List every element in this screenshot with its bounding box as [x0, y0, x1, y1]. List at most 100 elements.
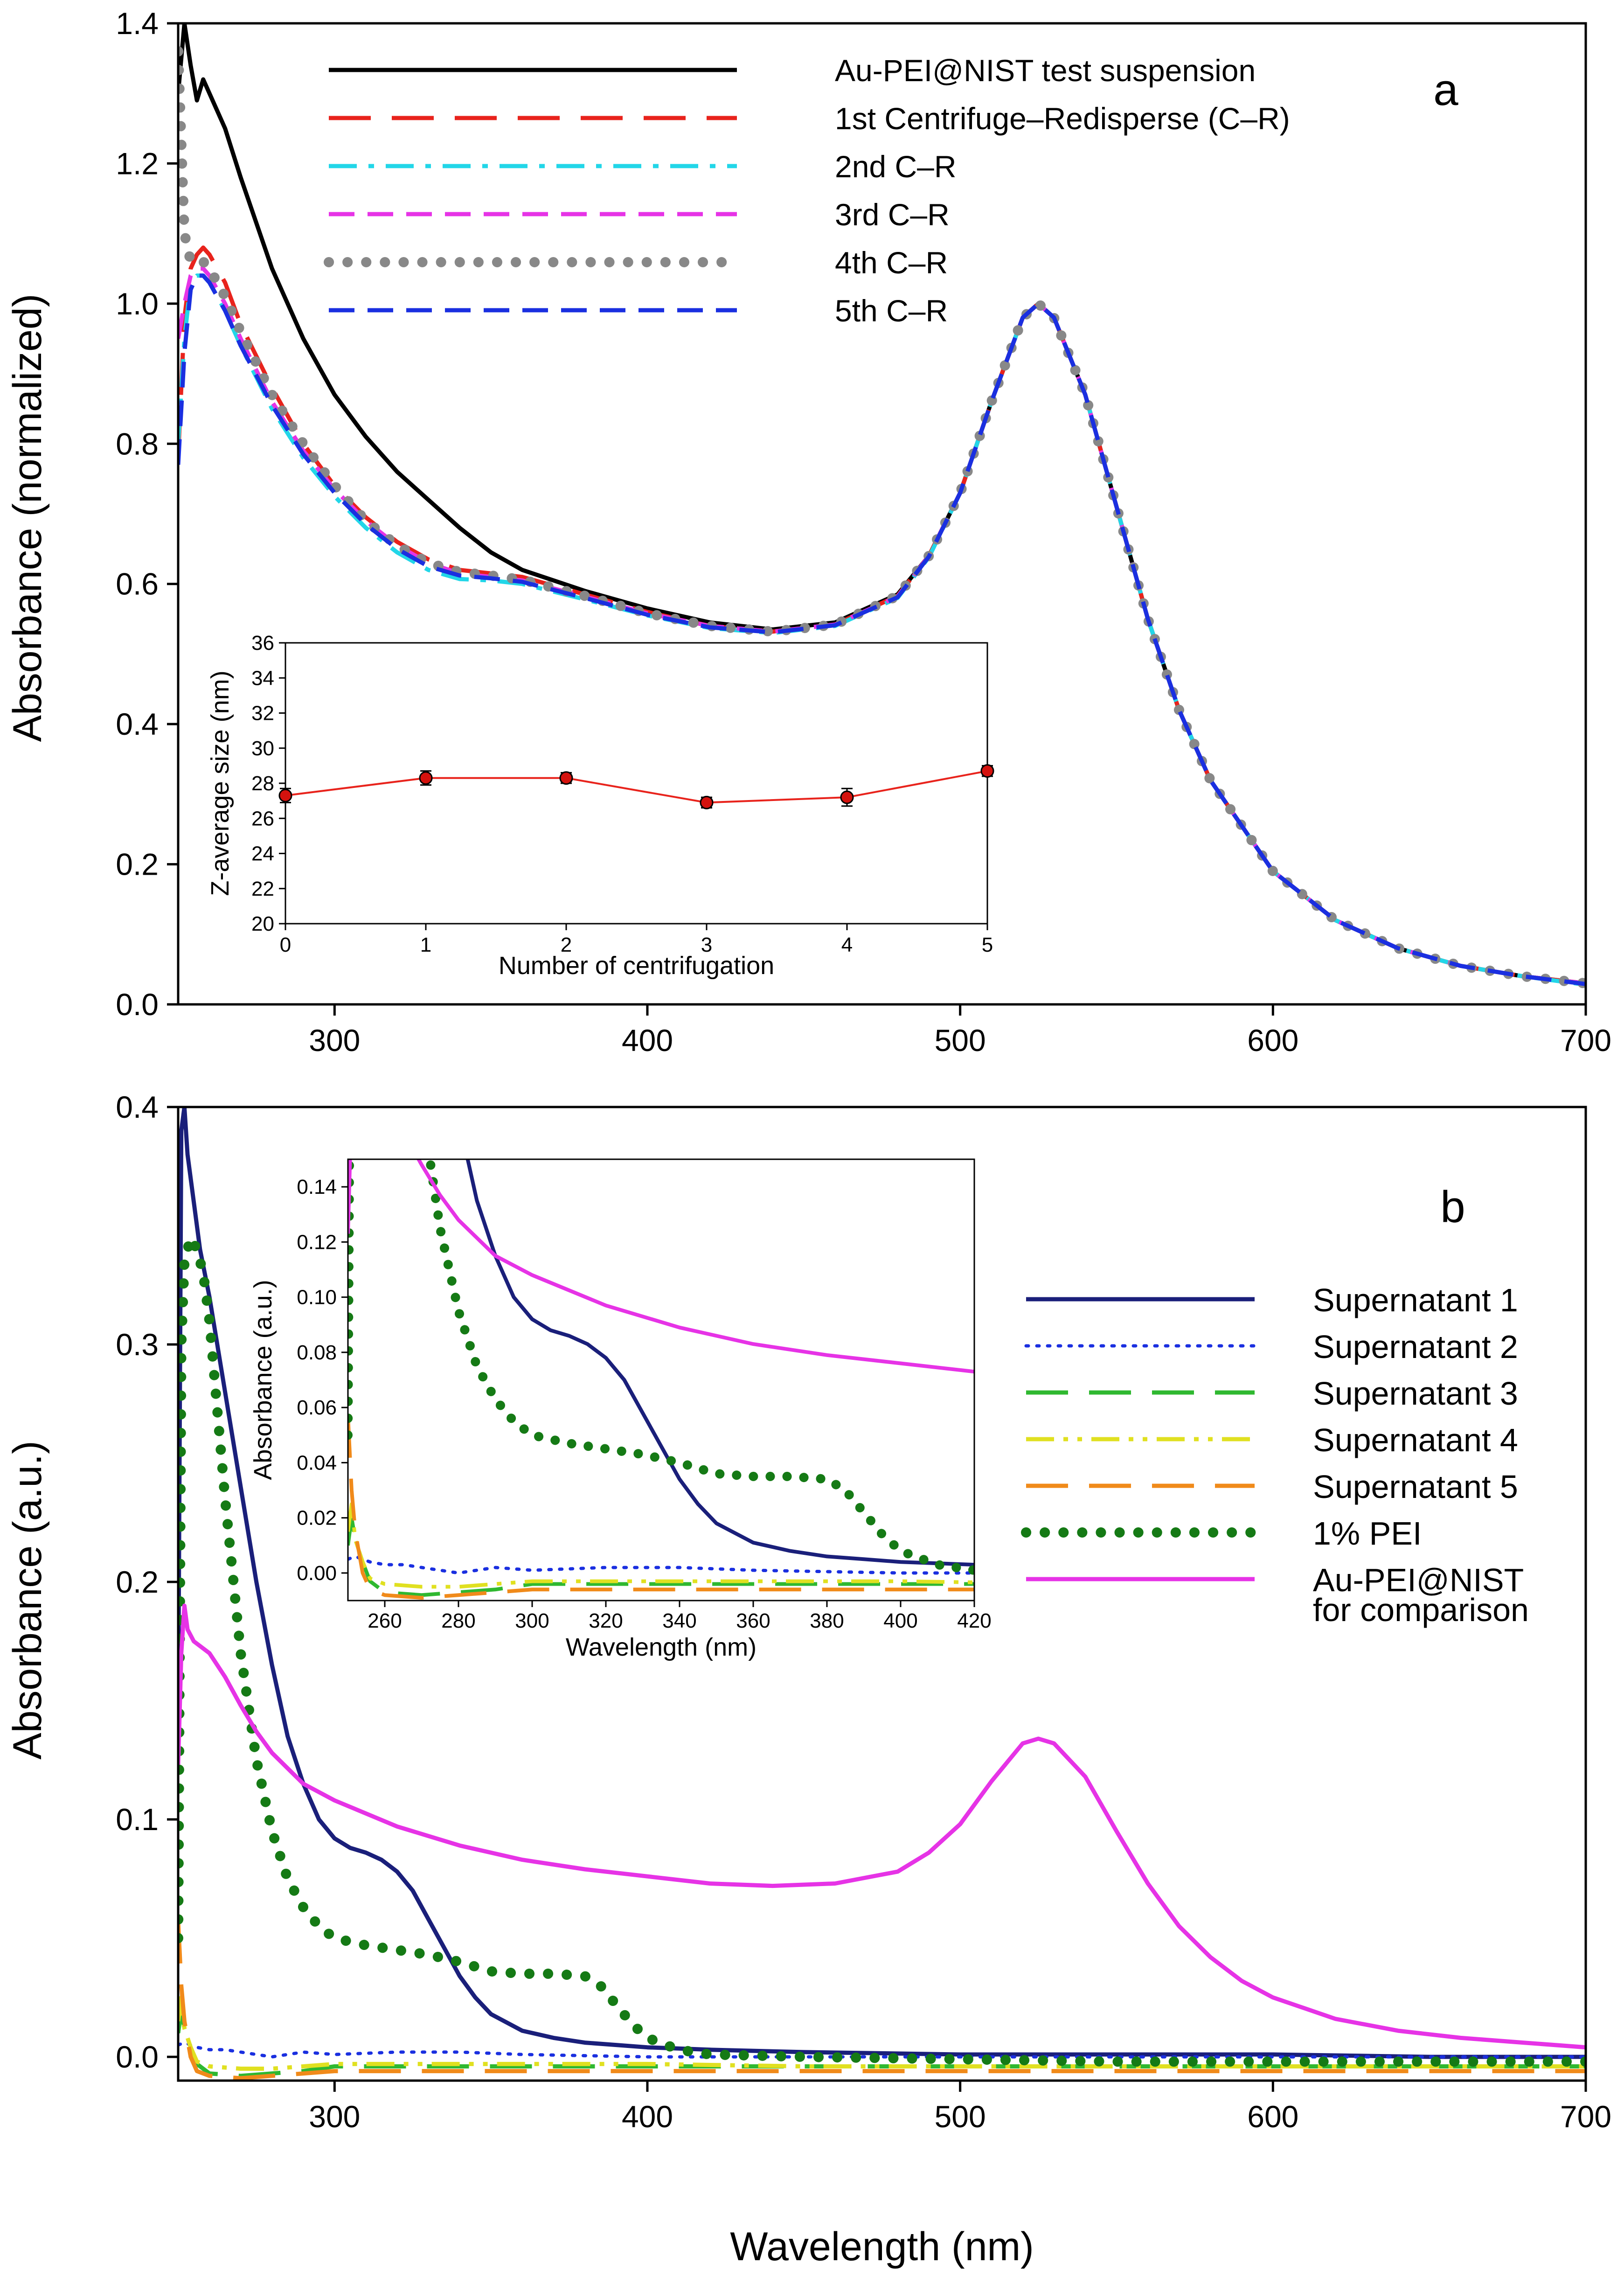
panel-b-inset-series-supernatant-1 [348, 1159, 974, 1567]
panel-b-inset-y-tick-label: 0.08 [297, 1341, 337, 1364]
panel-a-y-tick-label: 0.0 [116, 987, 159, 1022]
panel-a-legend-label: 3rd C–R [835, 197, 950, 232]
panel-a-inset-x-tick-label: 4 [841, 933, 853, 956]
panel-b-frame [177, 1106, 1587, 2082]
panel-b-y-axis-label: Absorbance (a.u.) [5, 1441, 50, 1760]
panel-b-series-group [178, 1107, 1586, 2081]
panel-a-legend: Au-PEI@NIST test suspension 1st Centrifug… [324, 53, 1290, 328]
panel-a-legend-label: 1st Centrifuge–Redisperse (C–R) [835, 101, 1290, 136]
panel-a-inset-y-tick-label: 36 [251, 632, 274, 655]
panel-a-y-tick-label: 1.2 [116, 146, 159, 181]
panel-b-inset-y-tick-label: 0.04 [297, 1451, 337, 1474]
panel-a-inset-x-axis-label: Number of centrifugation [499, 952, 774, 980]
panel-b-inset-x-tick-label: 260 [368, 1609, 402, 1632]
panel-a-inset-x-tick-label: 2 [561, 933, 572, 956]
panel-b-legend-label: Supernatant 3 [1313, 1375, 1518, 1412]
panel-a-x-tick-label: 700 [1560, 1023, 1611, 1058]
panel-a-letter: a [1433, 65, 1458, 115]
panel-a-legend-label: 2nd C–R [835, 149, 957, 184]
panel-b-inset-series-group [348, 1159, 974, 1600]
panel-b-letter: b [1440, 1182, 1465, 1232]
panel-a-y-tick-label: 1.0 [116, 286, 159, 321]
panel-b-inset-background [348, 1159, 974, 1601]
panel-b-inset-x-axis-label: Wavelength (nm) [566, 1633, 756, 1661]
panel-b-y-tick-label: 0.0 [116, 2040, 159, 2074]
panel-a-inset-y-tick-label: 30 [251, 737, 274, 760]
panel-a-frame [177, 22, 1587, 1006]
panel-b-legend: Supernatant 1 Supernatant 2 Supernatant 3 S… [1021, 1282, 1529, 1628]
panel-a-y-tick-label: 0.2 [116, 847, 159, 882]
panel-a-inset-point [559, 771, 573, 785]
panel-a-legend-label: 5th C–R [835, 293, 948, 328]
panel-b-y-tick-label: 0.1 [116, 1802, 159, 1837]
panel-b-inset-series-supernatant-2 [348, 1554, 974, 1575]
panel-b-inset-x-tick-label: 360 [736, 1609, 770, 1632]
panel-b-inset-frame [347, 1158, 975, 1602]
panel-b-inset-series-1-pei [348, 1159, 974, 1575]
panel-a-inset-point [419, 771, 433, 785]
panel-b-inset-y-tick-label: 0.14 [297, 1176, 337, 1198]
panel-a-inset-y-tick-label: 24 [251, 843, 274, 865]
panel-a-inset-point [840, 790, 854, 804]
panel-b-legend-label-continued: for comparison [1313, 1592, 1529, 1628]
panel-b-legend-label: Supernatant 2 [1313, 1329, 1518, 1365]
shared-x-axis-label: Wavelength (nm) [730, 2224, 1034, 2269]
panel-b-inset: 260 280 300 320 340 360 380 400 420 0.00 0.02 0.04 0… [249, 1158, 992, 1661]
panel-b-series-supernatant-5 [178, 1921, 1586, 2081]
panel-b-inset-x-tick-label: 380 [810, 1609, 844, 1632]
panel-a-inset-x-tick-label: 5 [982, 933, 993, 956]
panel-a-inset-point [980, 764, 994, 778]
panel-b-y-tick-label: 0.4 [116, 1090, 159, 1124]
panel-a-inset-x-tick-label: 0 [280, 933, 291, 956]
panel-b-x-tick-label: 600 [1247, 2099, 1298, 2134]
panel-b-inset-y-tick-label: 0.12 [297, 1231, 337, 1253]
panel-a-y-tick-label: 0.4 [116, 707, 159, 741]
panel-b-legend-label: Supernatant 1 [1313, 1282, 1518, 1318]
panel-a-series-group [178, 23, 1586, 989]
panel-b-inset-y-tick-label: 0.06 [297, 1396, 337, 1419]
panel-a-inset-point [278, 788, 292, 802]
panel-a-legend-label: Au-PEI@NIST test suspension [835, 53, 1256, 88]
panel-a-x-tick-label: 600 [1247, 1023, 1298, 1058]
panel-b-inset-x-tick-label: 400 [883, 1609, 917, 1632]
panel-b-legend-label: Au-PEI@NIST [1313, 1562, 1524, 1598]
panel-b-y-tick-label: 0.2 [116, 1565, 159, 1599]
panel-b-inset-y-tick-label: 0.00 [297, 1562, 337, 1585]
panel-b-x-tick-label: 400 [622, 2099, 673, 2134]
panel-b-inset-series-supernatant-5 [348, 1415, 974, 1600]
panel-b-series-au-pei-nist-for-comparison [178, 1603, 1586, 2050]
panel-b-inset-x-tick-label: 340 [662, 1609, 696, 1632]
panel-a-x-tick-label: 400 [622, 1023, 673, 1058]
panel-b-x-tick-label: 700 [1560, 2099, 1611, 2134]
panel-a-inset-y-axis-label: Z-average size (nm) [206, 670, 234, 896]
panel-b-series-1-pei [178, 1233, 1586, 2067]
panel-a-series-5th-c-r [178, 273, 1586, 986]
panel-a-inset-y-tick-label: 32 [251, 702, 274, 725]
panel-a-inset-y-tick-label: 28 [251, 772, 274, 795]
panel-a-x-tick-label: 300 [309, 1023, 360, 1058]
panel-a-series-4th-c-r [178, 46, 1586, 989]
panel-a-legend-label: 4th C–R [835, 245, 948, 280]
panel-a-inset-x-tick-label: 1 [420, 933, 431, 956]
panel-a-inset-x-tick-label: 3 [701, 933, 712, 956]
panel-a-inset-frame [285, 642, 988, 925]
panel-b-inset-x-tick-label: 280 [441, 1609, 475, 1632]
panel-b-inset-y-axis-label: Absorbance (a.u.) [249, 1280, 277, 1480]
panel-b-legend-label: Supernatant 4 [1313, 1422, 1518, 1458]
panel-a-y-tick-label: 0.6 [116, 567, 159, 601]
panel-a-inset-y-tick-label: 22 [251, 877, 274, 900]
panel-b-y-tick-label: 0.3 [116, 1327, 159, 1362]
panel-a-inset-y-tick-label: 34 [251, 667, 274, 689]
panel-a-inset-y-tick-label: 26 [251, 807, 274, 830]
panel-a-inset-line [285, 770, 988, 804]
panel-a-y-tick-label: 1.4 [116, 6, 159, 41]
panel-a-inset-point [700, 795, 714, 809]
panel-b-inset-x-tick-label: 420 [957, 1609, 991, 1632]
panel-b-series-supernatant-3 [178, 2007, 1586, 2078]
panel-a-x-tick-label: 500 [935, 1023, 986, 1058]
panel-b-series-supernatant-4 [178, 1995, 1586, 2071]
panel-b-inset-y-tick-label: 0.02 [297, 1507, 337, 1530]
panel-b-inset-y-tick-label: 0.10 [297, 1286, 337, 1309]
